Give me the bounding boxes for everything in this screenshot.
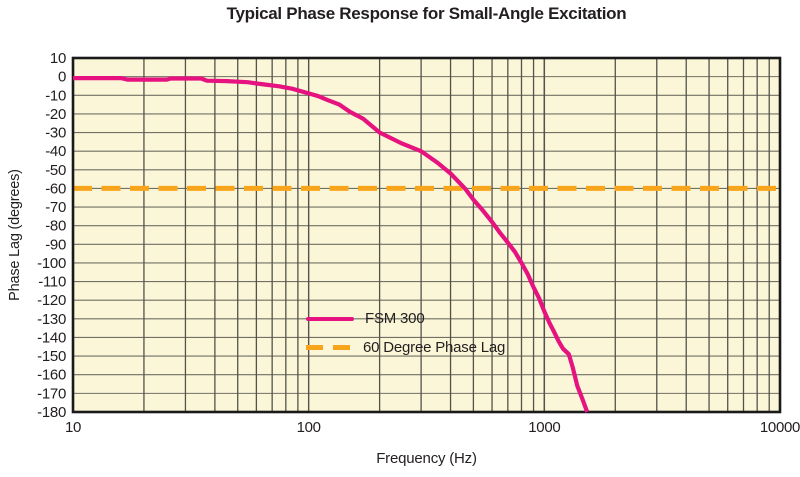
legend-dashed-line-sample [306, 345, 352, 350]
chart-title: Typical Phase Response for Small-Angle E… [226, 4, 627, 23]
plot-border [71, 56, 782, 414]
y-tick-label: -80 [45, 218, 66, 235]
y-tick-label: -70 [45, 199, 66, 216]
legend-solid-line-sample [306, 316, 354, 321]
y-tick-label: -10 [45, 87, 66, 104]
legend-label-60-degree-phase-lag: 60 Degree Phase Lag [363, 339, 506, 356]
y-tick-label: -60 [45, 180, 66, 197]
y-tick-label: -50 [45, 162, 66, 179]
y-tick-label: 0 [58, 69, 66, 86]
y-tick-label: -160 [37, 367, 66, 384]
y-tick-label: -140 [37, 329, 66, 346]
y-tick-label: -150 [37, 348, 66, 365]
y-tick-label: -20 [45, 106, 66, 123]
x-tick-label: 100 [297, 419, 321, 436]
y-tick-label: -110 [38, 274, 66, 291]
x-axis-label: Frequency (Hz) [376, 450, 477, 467]
legend-item-60-degree-phase-lag: 60 Degree Phase Lag [306, 337, 505, 358]
legend-item-fsm-300: FSM 300 [306, 308, 505, 329]
y-tick-label: -30 [45, 125, 66, 142]
y-tick-label: -130 [37, 311, 66, 328]
y-tick-label: -40 [45, 143, 66, 160]
y-axis-label: Phase Lag (degrees) [7, 169, 23, 301]
y-tick-label: -120 [37, 292, 66, 309]
y-tick-label: 10 [50, 50, 66, 67]
y-tick-label: -90 [45, 236, 66, 253]
y-tick-label: -100 [37, 255, 66, 272]
legend: FSM 300 60 Degree Phase Lag [306, 308, 505, 358]
legend-label-fsm-300: FSM 300 [365, 310, 425, 327]
plot-background [73, 58, 780, 412]
fsm-300-curve [73, 75, 590, 413]
x-tick-label: 10000 [760, 419, 800, 436]
x-tick-label: 1000 [528, 419, 560, 436]
y-tick-label: -170 [37, 385, 66, 402]
y-tick-label: -180 [37, 404, 66, 421]
x-tick-label: 10 [65, 419, 81, 436]
